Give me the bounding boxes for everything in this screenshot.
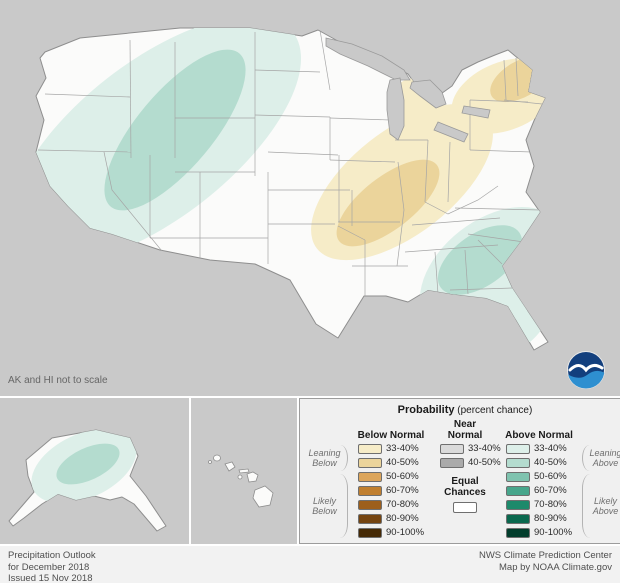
footer-title-line: for December 2018	[8, 561, 90, 573]
noaa-gull-icon	[568, 363, 604, 373]
legend-row: 33-40%	[348, 443, 434, 454]
footer-title-line: Precipitation Outlook	[8, 550, 96, 561]
legend-column-near: Near Normal 33-40% 40-50% Equal Chances	[434, 419, 501, 541]
island-niihau	[208, 460, 212, 464]
footer-issued-line: Issued 15 Nov 2018	[8, 573, 93, 584]
lake-huron	[409, 79, 447, 109]
legend-swatch	[506, 457, 530, 468]
label-likely-above: Likely Above	[582, 474, 620, 538]
legend-row: 40-50%	[348, 457, 434, 468]
legend-swatch	[358, 457, 382, 468]
legend-swatch	[358, 471, 382, 482]
legend-row: 40-50%	[434, 457, 501, 468]
island-maui	[246, 471, 259, 483]
conus-map	[0, 0, 620, 396]
hawaii-inset-map	[191, 398, 297, 544]
legend-swatch	[506, 499, 530, 510]
lake-ontario	[461, 105, 491, 119]
below-normal-header: Below Normal	[357, 430, 425, 441]
legend-row: 70-80%	[348, 499, 434, 510]
legend-row: 50-60%	[496, 471, 582, 482]
lake-michigan	[386, 77, 405, 141]
legend-swatch	[358, 485, 382, 496]
legend-row: 80-90%	[348, 513, 434, 524]
legend-row: 33-40%	[434, 443, 501, 454]
noaa-logo-icon	[566, 350, 606, 390]
conus-map-area: AK and HI not to scale	[0, 0, 620, 396]
legend-column-above: Above Normal 33-40% 40-50% 50-60% 60-70%…	[496, 419, 582, 541]
alaska-inset-map	[0, 398, 189, 544]
legend-swatch	[506, 471, 530, 482]
label-likely-below: Likely Below	[306, 474, 348, 538]
legend-swatch	[358, 443, 382, 454]
lake-erie	[433, 121, 469, 143]
equal-chances-block: Equal Chances	[434, 476, 496, 513]
above-normal-header: Above Normal	[505, 430, 573, 441]
legend-side-labels-below: Leaning Below Likely Below	[306, 419, 348, 541]
scale-note: AK and HI not to scale	[8, 375, 108, 386]
island-lanai	[237, 474, 243, 480]
legend-row: 80-90%	[496, 513, 582, 524]
footer-credit-line: NWS Climate Prediction Center	[478, 550, 612, 561]
legend-swatch	[506, 513, 530, 524]
legend-column-below: Below Normal 33-40% 40-50% 50-60% 60-70%…	[348, 419, 434, 541]
island-oahu	[224, 461, 236, 472]
legend-swatch	[506, 485, 530, 496]
legend-swatch	[440, 443, 464, 454]
legend-swatch	[440, 457, 464, 468]
alaska-inset	[0, 398, 189, 544]
legend-title-main: Probability	[397, 404, 455, 416]
legend-title: Probability (percent chance)	[306, 404, 620, 416]
island-kauai	[213, 454, 221, 462]
region-southeast-above-40-50	[437, 225, 523, 295]
legend-swatch	[506, 443, 530, 454]
legend-row: 90-100%	[496, 527, 582, 538]
legend-row: 50-60%	[348, 471, 434, 482]
footer: Precipitation Outlook for December 2018 …	[0, 544, 620, 584]
region-alaska-above-40-50	[56, 443, 120, 485]
legend-row: 40-50%	[496, 457, 582, 468]
legend-row: 33-40%	[496, 443, 582, 454]
footer-title-block: Precipitation Outlook for December 2018 …	[8, 550, 96, 584]
great-lakes	[325, 37, 491, 143]
legend-title-note: (percent chance)	[454, 405, 533, 416]
island-molokai	[238, 468, 250, 474]
label-leaning-below: Leaning Below	[306, 445, 348, 471]
near-normal-header: Near Normal	[447, 419, 483, 441]
legend-swatch	[506, 527, 530, 538]
region-midwest-below-40-50	[336, 159, 440, 247]
footer-credit-block: NWS Climate Prediction Center Map by NOA…	[479, 550, 612, 583]
legend-swatch	[358, 527, 382, 538]
legend-swatch	[358, 499, 382, 510]
alaska-probability-regions	[31, 430, 137, 504]
footer-credit-line: Map by NOAA Climate.gov	[499, 561, 612, 573]
legend-row: 90-100%	[348, 527, 434, 538]
island-hawaii	[252, 485, 274, 508]
legend-side-labels-above: Leaning Above Likely Above	[582, 419, 620, 541]
hawaii-islands	[208, 454, 274, 508]
lake-superior	[325, 37, 411, 81]
label-leaning-above: Leaning Above	[582, 445, 620, 471]
insets-and-legend-band: Probability (percent chance) Leaning Bel…	[0, 396, 620, 544]
legend-row: 60-70%	[348, 485, 434, 496]
legend-row: 60-70%	[496, 485, 582, 496]
hawaii-inset	[191, 398, 297, 544]
equal-chances-swatch	[453, 502, 477, 513]
legend-swatch	[358, 513, 382, 524]
legend-row: 70-80%	[496, 499, 582, 510]
state-borders	[37, 29, 543, 298]
legend-grid: Leaning Below Likely Below Below Normal …	[306, 419, 620, 541]
legend-panel: Probability (percent chance) Leaning Bel…	[299, 398, 620, 544]
